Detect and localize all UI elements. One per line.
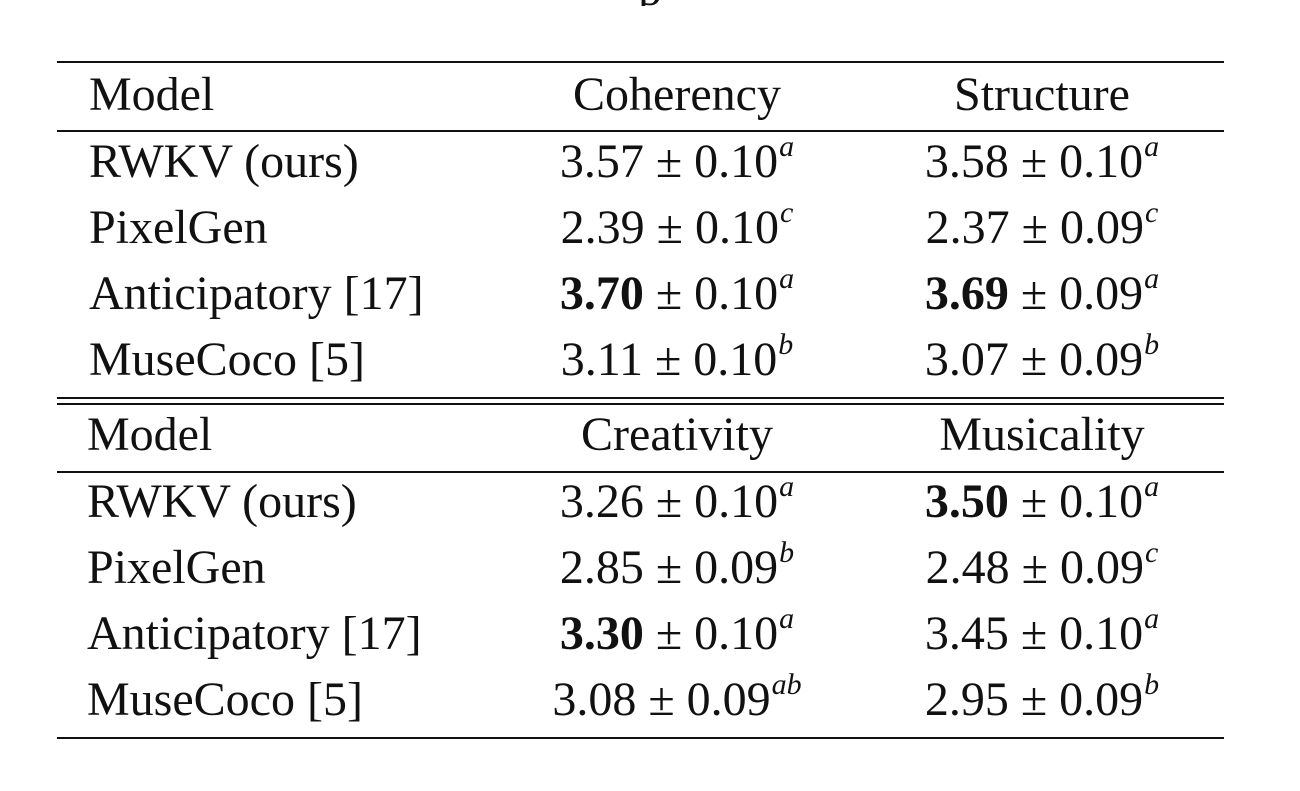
significance-group: a [1144, 262, 1160, 295]
double-rule-lower [57, 403, 1224, 405]
score-value: ± 0.10 [643, 267, 779, 320]
model-name: Anticipatory [17] [89, 267, 424, 320]
header-rule-2 [57, 471, 1224, 473]
best-value: 3.69 [924, 267, 1009, 320]
significance-group: c [780, 196, 794, 229]
best-value: 3.30 [559, 607, 644, 660]
column-header: Musicality [939, 408, 1145, 461]
score-cell: 3.26 ± 0.10a [527, 472, 827, 532]
score-value: 3.08 ± 0.09 [552, 673, 771, 726]
column-header: Model [87, 408, 213, 461]
significance-group: a [779, 262, 795, 295]
model-name: RWKV (ours) [89, 135, 359, 188]
column-header: Structure [954, 68, 1130, 121]
significance-group: a [779, 130, 795, 163]
column-header: Model [89, 68, 215, 121]
score-value: 2.95 ± 0.09 [924, 673, 1144, 726]
bottom-rule [57, 737, 1224, 739]
score-value: 3.26 ± 0.10 [559, 475, 779, 528]
table-row: MuseCoco [5] 3.11 ± 0.10b 3.07 ± 0.09b [57, 330, 1224, 390]
header-row: Model Coherency Structure [57, 65, 1224, 125]
significance-group: a [1144, 470, 1160, 503]
score-value: ± 0.10 [643, 607, 779, 660]
best-value: 3.50 [924, 475, 1009, 528]
best-value: 3.70 [559, 267, 644, 320]
score-cell: 3.69 ± 0.09a [887, 264, 1197, 324]
column-header: Coherency [573, 68, 781, 121]
table-row: MuseCoco [5] 3.08 ± 0.09ab 2.95 ± 0.09b [57, 670, 1224, 730]
score-cell: 3.07 ± 0.09b [887, 330, 1197, 390]
score-value: 2.85 ± 0.09 [559, 541, 779, 594]
significance-group: a [779, 470, 795, 503]
score-cell: 3.50 ± 0.10a [887, 472, 1197, 532]
score-value: 3.45 ± 0.10 [924, 607, 1144, 660]
double-rule-upper [57, 397, 1224, 399]
score-value: 2.48 ± 0.09 [925, 541, 1144, 594]
significance-group: b [778, 328, 794, 361]
significance-group: a [1144, 602, 1160, 635]
table-row: RWKV (ours) 3.26 ± 0.10a 3.50 ± 0.10a [57, 472, 1224, 532]
score-cell: 3.70 ± 0.10a [527, 264, 827, 324]
model-name: MuseCoco [5] [89, 333, 365, 386]
score-value: 2.39 ± 0.10 [560, 201, 779, 254]
model-name: RWKV (ours) [87, 475, 357, 528]
model-name: PixelGen [89, 201, 268, 254]
score-value: 3.58 ± 0.10 [924, 135, 1144, 188]
score-cell: 2.39 ± 0.10c [527, 198, 827, 258]
score-value: 3.07 ± 0.09 [924, 333, 1144, 386]
model-name: MuseCoco [5] [87, 673, 363, 726]
score-value: ± 0.10 [1008, 475, 1144, 528]
caption-fragment: p [0, 0, 1300, 6]
score-value: ± 0.09 [1008, 267, 1144, 320]
header-row: Model Creativity Musicality [57, 405, 1224, 465]
top-rule [57, 61, 1224, 63]
score-cell: 2.85 ± 0.09b [527, 538, 827, 598]
table-row: RWKV (ours) 3.57 ± 0.10a 3.58 ± 0.10a [57, 132, 1224, 192]
score-cell: 2.37 ± 0.09c [887, 198, 1197, 258]
significance-group: a [1144, 130, 1160, 163]
significance-group: c [1145, 196, 1159, 229]
model-name: Anticipatory [17] [87, 607, 422, 660]
column-header: Creativity [581, 408, 773, 461]
significance-group: b [779, 536, 795, 569]
score-cell: 3.57 ± 0.10a [527, 132, 827, 192]
header-rule-1 [57, 130, 1224, 132]
score-cell: 3.08 ± 0.09ab [527, 670, 827, 730]
table-row: Anticipatory [17] 3.30 ± 0.10a 3.45 ± 0.… [57, 604, 1224, 664]
table-row: PixelGen 2.85 ± 0.09b 2.48 ± 0.09c [57, 538, 1224, 598]
score-value: 2.37 ± 0.09 [925, 201, 1144, 254]
score-cell: 3.58 ± 0.10a [887, 132, 1197, 192]
significance-group: b [1144, 328, 1160, 361]
significance-group: c [1145, 536, 1159, 569]
table-row: PixelGen 2.39 ± 0.10c 2.37 ± 0.09c [57, 198, 1224, 258]
significance-group: b [1144, 668, 1160, 701]
score-cell: 3.45 ± 0.10a [887, 604, 1197, 664]
score-cell: 2.48 ± 0.09c [887, 538, 1197, 598]
score-value: 3.11 ± 0.10 [560, 333, 778, 386]
score-cell: 3.30 ± 0.10a [527, 604, 827, 664]
model-name: PixelGen [87, 541, 266, 594]
significance-group: a [779, 602, 795, 635]
significance-group: ab [771, 668, 802, 701]
score-cell: 2.95 ± 0.09b [887, 670, 1197, 730]
score-value: 3.57 ± 0.10 [559, 135, 779, 188]
table-row: Anticipatory [17] 3.70 ± 0.10a 3.69 ± 0.… [57, 264, 1224, 324]
score-cell: 3.11 ± 0.10b [527, 330, 827, 390]
